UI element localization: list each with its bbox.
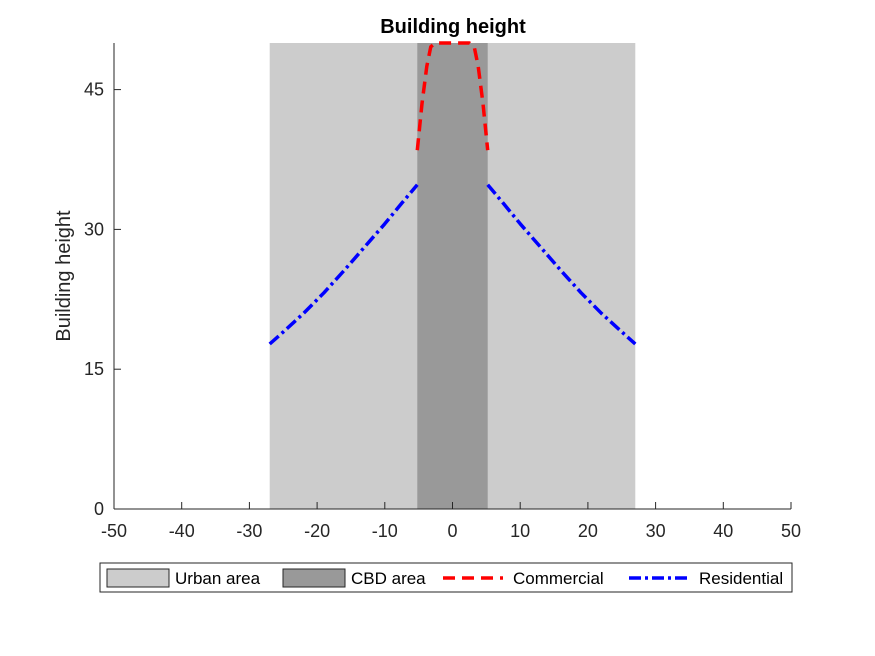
x-tick-label: -20 (304, 521, 330, 541)
x-tick-label: 50 (781, 521, 801, 541)
legend-swatch-urban-area (106, 568, 170, 588)
legend-label-residential: Residential (699, 569, 783, 588)
x-tick-label: -10 (372, 521, 398, 541)
x-tick-label: 10 (510, 521, 530, 541)
y-tick-label: 45 (84, 80, 104, 100)
y-axis-label: Building height (53, 210, 75, 342)
legend-swatch-cbd-area (282, 568, 346, 588)
y-tick-label: 30 (84, 219, 104, 239)
y-tick-label: 15 (84, 359, 104, 379)
legend-label-commercial: Commercial (513, 569, 604, 588)
legend-label-urban-area: Urban area (175, 569, 261, 588)
legend: Urban area CBD area Commercial Residential (99, 562, 793, 593)
x-tick-label: 0 (447, 521, 457, 541)
series-line-commercial-1 (415, 41, 490, 151)
legend-label-cbd-area: CBD area (351, 569, 426, 588)
x-tick-label: 40 (713, 521, 733, 541)
x-tick-label: -30 (236, 521, 262, 541)
chart-title: Building height (380, 16, 526, 38)
y-tick-label: 0 (94, 499, 104, 519)
region-cbd-area (417, 43, 488, 509)
series-line-residential-1 (268, 183, 419, 346)
plot-area: -50 -40 -30 -20 -10 0 10 20 30 40 50 0 15 30 45 (84, 41, 801, 541)
x-tick-label: -50 (101, 521, 127, 541)
x-tick-label: 20 (578, 521, 598, 541)
x-tick-label: -40 (169, 521, 195, 541)
series-line-residential-2 (486, 183, 637, 346)
x-tick-label: 30 (646, 521, 666, 541)
